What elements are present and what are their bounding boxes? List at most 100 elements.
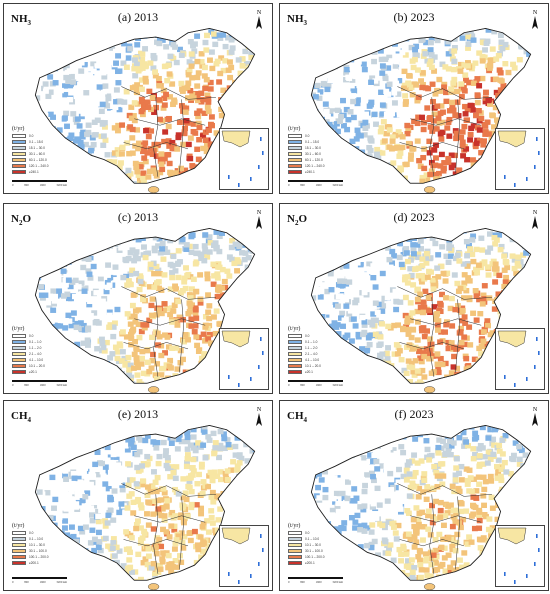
emission-cell: [109, 255, 116, 261]
emission-cell: [232, 512, 239, 518]
emission-cell: [417, 304, 424, 311]
emission-cell: [121, 582, 127, 587]
emission-cell: [384, 35, 391, 41]
emission-cell: [129, 569, 136, 575]
emission-cell: [238, 100, 245, 106]
emission-cell: [371, 183, 377, 188]
emission-cell: [115, 127, 121, 134]
emission-cell: [442, 64, 449, 70]
emission-cell: [158, 497, 165, 503]
emission-cell: [501, 109, 508, 115]
legend-swatch: [288, 152, 302, 156]
emission-cell: [253, 94, 255, 100]
emission-cell: [505, 69, 512, 76]
emission-cell: [482, 354, 489, 361]
emission-cell: [357, 48, 364, 55]
emission-cell: [322, 101, 329, 107]
emission-cell: [314, 82, 321, 89]
emission-cell: [92, 536, 98, 542]
emission-cell: [48, 555, 55, 561]
emission-cell: [164, 305, 171, 312]
emission-cell: [197, 534, 204, 540]
emission-cell: [93, 380, 99, 384]
emission-cell: [408, 44, 415, 51]
emission-cell: [428, 168, 435, 174]
emission-cell: [159, 246, 166, 252]
emission-cell: [241, 317, 248, 323]
emission-cell: [176, 119, 183, 125]
emission-cell: [504, 264, 511, 271]
emission-cell: [429, 235, 436, 241]
emission-cell: [38, 292, 45, 298]
emission-cell: [39, 242, 46, 249]
emission-cell: [130, 180, 137, 184]
emission-cell: [332, 143, 339, 150]
emission-cell: [52, 149, 59, 156]
emission-cell: [332, 499, 339, 505]
emission-cell: [115, 566, 122, 573]
emission-cell: [451, 48, 458, 54]
emission-cell: [140, 322, 147, 328]
emission-cell: [515, 254, 522, 260]
emission-cell: [168, 28, 175, 34]
emission-cell: [352, 69, 359, 75]
legend-swatch: [12, 561, 26, 565]
emission-cell: [214, 493, 221, 499]
emission-cell: [517, 278, 524, 284]
emission-cell: [416, 28, 422, 32]
emission-cell: [477, 184, 483, 189]
scale-tick-label: 1600: [39, 383, 46, 387]
emission-cell: [477, 311, 484, 317]
emission-cell: [201, 540, 207, 546]
emission-cell: [438, 445, 445, 452]
emission-cell: [256, 428, 262, 433]
emission-cell: [138, 77, 145, 83]
emission-cell: [455, 113, 462, 119]
emission-cell: [165, 62, 172, 69]
emission-cell: [374, 146, 381, 153]
emission-cell: [195, 563, 202, 569]
emission-cell: [115, 80, 122, 86]
emission-cell: [79, 433, 86, 439]
emission-cell: [197, 251, 204, 258]
emission-cell: [46, 43, 53, 50]
emission-cell: [326, 230, 332, 237]
emission-cell: [254, 109, 255, 115]
emission-cell: [156, 97, 163, 103]
emission-cell: [88, 481, 94, 488]
emission-cell: [85, 325, 92, 331]
emission-cell: [507, 312, 514, 319]
emission-cell: [172, 387, 178, 392]
emission-cell: [183, 117, 190, 124]
emission-cell: [194, 542, 201, 548]
emission-cell: [56, 142, 63, 149]
emission-cell: [212, 561, 219, 567]
emission-cell: [152, 73, 159, 79]
emission-cell: [207, 86, 214, 92]
emission-cell: [244, 235, 251, 242]
emission-cell: [257, 67, 263, 72]
emission-cell: [256, 81, 262, 86]
emission-cell: [206, 473, 213, 479]
emission-cell: [448, 152, 455, 158]
emission-cell: [342, 471, 349, 477]
emission-cell: [135, 321, 142, 328]
emission-cell: [169, 81, 176, 87]
emission-cell: [170, 469, 177, 476]
emission-cell: [472, 60, 479, 66]
emission-cell: [444, 125, 451, 131]
emission-cell: [246, 438, 253, 444]
emission-cell: [511, 308, 518, 314]
legend-swatch: [12, 134, 26, 138]
emission-cell: [158, 343, 165, 349]
legend-item: ≥240.1: [288, 169, 325, 175]
emission-cell: [436, 230, 443, 236]
emission-cell: [86, 99, 93, 105]
emission-cell: [42, 244, 49, 250]
emission-cell: [325, 83, 332, 89]
emission-cell: [92, 578, 99, 581]
emission-cell: [329, 160, 336, 166]
emission-cell: [206, 315, 213, 322]
emission-cell: [339, 264, 346, 270]
emission-cell: [527, 229, 531, 236]
